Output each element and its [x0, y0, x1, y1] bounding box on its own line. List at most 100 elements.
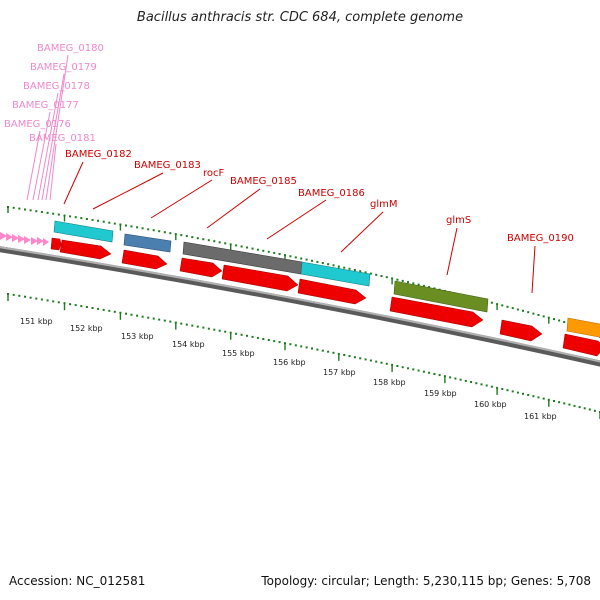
- tick-dot: [385, 276, 388, 279]
- tick-dot: [480, 383, 483, 386]
- cds-bameg-0182-small: [50, 237, 62, 251]
- tick-dot: [202, 238, 205, 241]
- label-glmM: glmM: [370, 199, 398, 210]
- tick-dot: [97, 307, 100, 310]
- cyan-feature-1: [53, 220, 114, 243]
- tick-dot: [583, 407, 586, 410]
- tick-dot: [305, 346, 308, 349]
- gene-leader-lines: [63, 161, 536, 294]
- tick-dot: [396, 365, 399, 367]
- tick-dot: [542, 315, 545, 318]
- tick-dot: [490, 385, 493, 388]
- label-bameg-0190: BAMEG_0190: [507, 233, 574, 244]
- scale-label-156: 156 kbp: [273, 358, 306, 367]
- cds-right-edge: [562, 333, 600, 357]
- tick-dot: [449, 376, 452, 379]
- tick-dot: [422, 284, 425, 287]
- scale-labels: 151 kbp 152 kbp 153 kbp 154 kbp 155 kbp …: [20, 317, 557, 421]
- tick-dot: [125, 224, 127, 227]
- tick-dot: [256, 336, 259, 339]
- tick-dot: [506, 389, 509, 392]
- tick-dot: [527, 311, 530, 314]
- tick-dot: [428, 286, 431, 289]
- tick-dot: [147, 316, 150, 319]
- tick-dot: [311, 347, 313, 350]
- tick-dot: [141, 227, 144, 230]
- tick-dot: [511, 307, 514, 310]
- tick-dot: [35, 297, 38, 300]
- cds-bameg-0190: [499, 319, 543, 342]
- cds-bameg-0183: [121, 249, 168, 270]
- cds-bameg-0185: [221, 264, 299, 292]
- tick-dot: [24, 208, 26, 211]
- tick-dot: [401, 279, 404, 282]
- tick-dot: [29, 296, 32, 299]
- tick-dot: [485, 384, 488, 387]
- tick-dot: [305, 258, 308, 261]
- tick-dot: [470, 381, 473, 383]
- tick-dot: [113, 310, 116, 313]
- tick-dot: [213, 240, 216, 243]
- tick-dot: [18, 207, 21, 210]
- tick-dot: [46, 211, 49, 214]
- label-bameg-0186: BAMEG_0186: [298, 188, 365, 199]
- tick-dot: [136, 314, 139, 317]
- tick-dot: [542, 397, 545, 400]
- tick-dot: [125, 312, 127, 315]
- tick-dot: [294, 256, 297, 259]
- tick-dot: [262, 249, 265, 252]
- tick-dot: [558, 401, 561, 404]
- tick-dot: [196, 237, 199, 240]
- tick-dot: [136, 226, 139, 229]
- tick-dot: [532, 395, 535, 398]
- tick-dot: [522, 392, 524, 395]
- tick-dot: [262, 338, 265, 340]
- tick-dot: [69, 215, 72, 218]
- inner-scale-ring: [7, 293, 600, 419]
- tick-dot: [74, 304, 77, 307]
- tick-dot: [35, 210, 38, 213]
- tick-dot: [218, 329, 221, 332]
- tick-dot: [91, 307, 94, 309]
- tick-dot: [553, 318, 555, 321]
- tick-dot: [40, 211, 43, 213]
- tick-dot: [202, 326, 205, 329]
- tick-dot: [364, 271, 367, 274]
- tick-dot: [289, 255, 292, 258]
- tick-dot: [359, 270, 362, 273]
- tick-dot: [516, 308, 519, 311]
- scale-label-160: 160 kbp: [474, 400, 507, 409]
- cyan-feature-2: [300, 261, 371, 287]
- tick-dot: [300, 345, 303, 348]
- tick-dot: [501, 304, 504, 307]
- tick-dot: [412, 368, 415, 371]
- tick-dot: [158, 318, 161, 321]
- tick-dot: [422, 370, 425, 373]
- scale-label-154: 154 kbp: [172, 340, 205, 349]
- tick-dot: [69, 303, 72, 306]
- scale-label-153: 153 kbp: [121, 332, 154, 341]
- tick-dot: [40, 298, 43, 301]
- tick-dot: [147, 228, 150, 231]
- tick-dot: [294, 344, 297, 347]
- tick-dot: [364, 358, 367, 361]
- cds-glmS: [389, 296, 484, 328]
- tick-dot: [563, 321, 566, 323]
- tick-dot: [412, 282, 415, 285]
- tick-dot: [311, 259, 313, 262]
- tick-dot: [169, 320, 172, 323]
- tick-dot: [267, 339, 270, 341]
- tick-dot: [558, 319, 561, 322]
- tick-dot: [80, 305, 83, 308]
- tick-dot: [256, 248, 259, 251]
- tick-dot: [207, 239, 210, 242]
- scale-label-157: 157 kbp: [323, 368, 356, 377]
- tick-dot: [180, 234, 183, 237]
- tick-dot: [464, 379, 467, 382]
- tick-dot: [327, 263, 330, 266]
- tick-dot: [459, 378, 462, 381]
- tick-dot: [537, 314, 540, 316]
- map-title: Bacillus anthracis str. CDC 684, complet…: [136, 10, 464, 25]
- tick-dot: [407, 367, 409, 370]
- faded-leader-lines: [26, 54, 69, 201]
